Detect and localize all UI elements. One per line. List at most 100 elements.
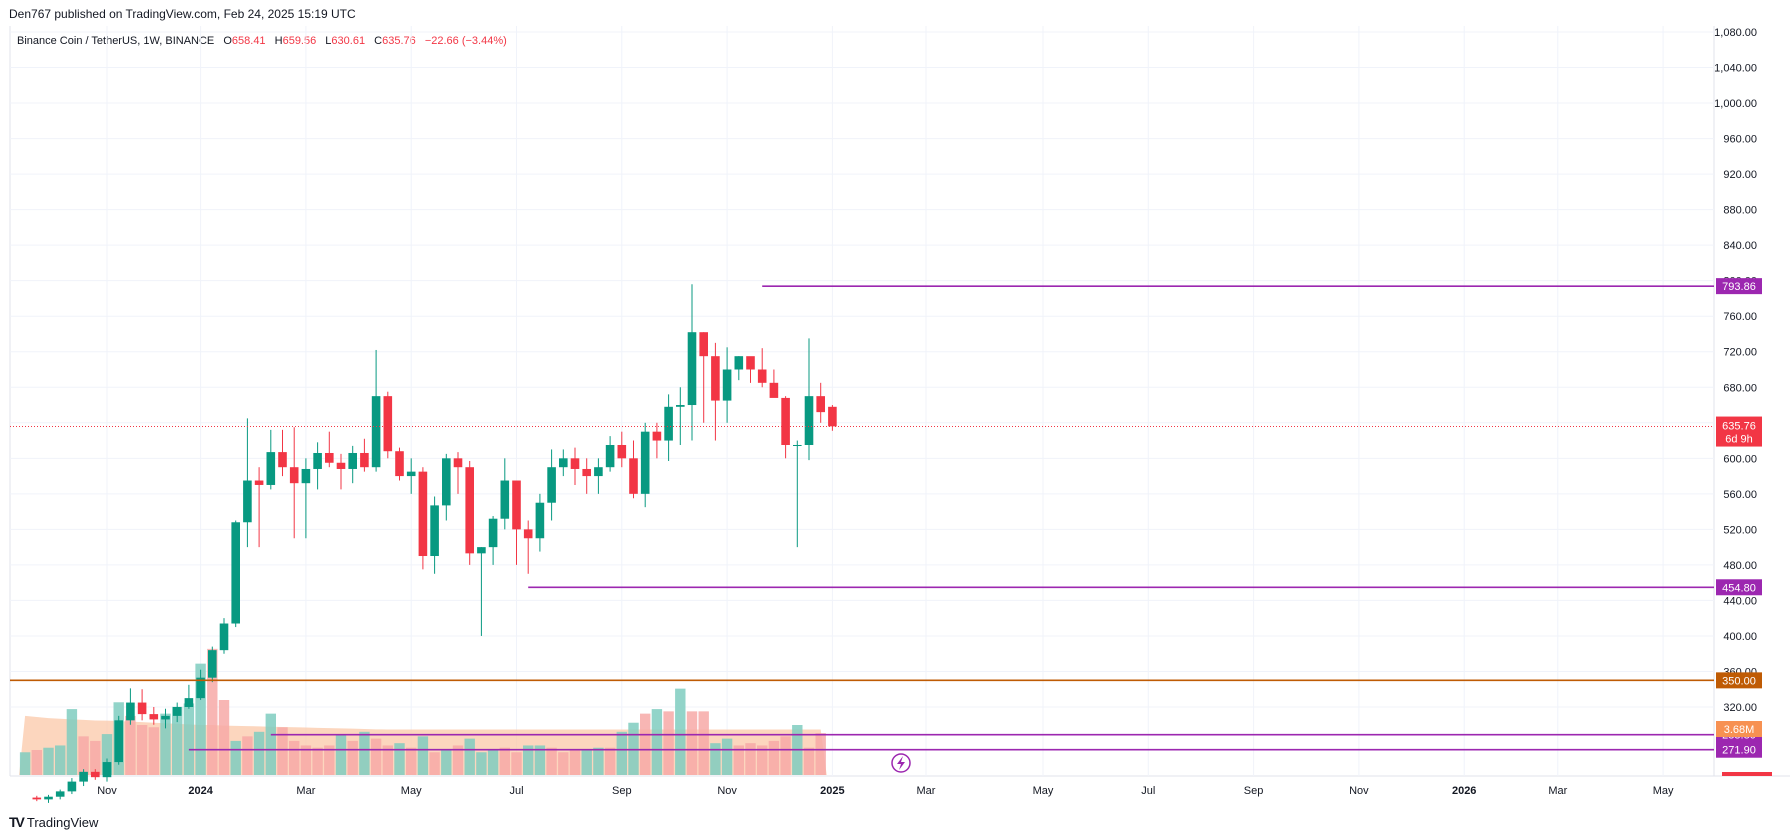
volume-bar [359, 731, 370, 775]
volume-bar [464, 738, 475, 775]
volume-bar [757, 745, 768, 775]
time-tick-label: Nov [97, 785, 117, 797]
volume-bar [651, 709, 663, 775]
symbol-label: Binance Coin / TetherUS, 1W, BINANCE [17, 35, 215, 47]
price-tick-label: 720.00 [1723, 347, 1757, 359]
candle-body [769, 382, 779, 398]
volume-bar [148, 727, 159, 775]
open-value: 658.41 [231, 35, 266, 47]
price-tick-label: 840.00 [1723, 240, 1757, 252]
price-tick-label: 400.00 [1723, 631, 1757, 643]
axis-badges: 793.86454.80350.00288.80271.903.68M635.7… [1716, 278, 1772, 776]
candle-body [793, 444, 802, 446]
time-tick-label: Sep [612, 785, 632, 797]
candle-body [67, 781, 77, 792]
support-271-badge-label: 271.90 [1722, 745, 1756, 757]
volume-bar [335, 734, 347, 775]
volume-bar [242, 736, 253, 775]
candle-body [594, 467, 603, 477]
candle-body [746, 356, 755, 370]
volume-bar [265, 713, 276, 775]
volume-bar [534, 745, 546, 775]
candle-body [687, 332, 697, 406]
flash-glyph [897, 756, 905, 770]
volume-bar [721, 738, 733, 775]
volume-bar [195, 663, 206, 775]
volume-bar [160, 713, 171, 775]
time-tick-label: May [1653, 785, 1674, 797]
volume-bar [101, 734, 113, 775]
price-tick-label: 560.00 [1723, 489, 1757, 501]
volume-bar [394, 743, 405, 775]
price-tick-label: 1,000.00 [1714, 98, 1757, 110]
volume-bar [581, 750, 592, 775]
candle-body [383, 396, 393, 452]
axis-bottom-marker [1722, 772, 1772, 776]
volume-bars [19, 648, 826, 775]
candle-body [161, 715, 170, 720]
price-tick-label: 960.00 [1723, 134, 1757, 146]
candle-body [757, 369, 767, 383]
candle-body [336, 462, 346, 469]
tradingview-footer[interactable]: TV TradingView [9, 814, 98, 830]
support-454-badge [1716, 579, 1762, 596]
time-tick-label: 2024 [188, 785, 213, 797]
candle-body [313, 452, 322, 469]
candle-body [453, 458, 463, 468]
volume-badge-label: 3.68M [1724, 724, 1755, 736]
low-label: L [325, 35, 332, 47]
candle-body [325, 452, 334, 463]
volume-bar [125, 715, 136, 775]
candle-body [208, 650, 217, 678]
volume-bar [324, 745, 335, 775]
price-axis: 1,080.00 1,040.00 1,000.00 960.00 920.00 880.… [1714, 27, 1757, 714]
candle-body [699, 332, 708, 357]
volume-bar [616, 731, 627, 775]
volume-bar [675, 688, 686, 775]
volume-bar [300, 745, 312, 775]
volume-bar [370, 738, 382, 775]
volume-bar [382, 745, 393, 775]
candle-body [418, 471, 428, 557]
volume-bar [78, 736, 89, 775]
volume-bar [487, 750, 499, 775]
price-tick-label: 880.00 [1723, 205, 1757, 217]
high-label: H [274, 35, 283, 47]
grid-lines [9, 26, 1790, 777]
candle-body [605, 444, 615, 468]
time-tick-label: May [401, 785, 422, 797]
candle-body [430, 505, 439, 557]
volume-bar [686, 711, 698, 775]
publisher-info: Den767 published on TradingView.com, Feb… [9, 7, 356, 21]
volume-bar [523, 745, 534, 775]
candle-body [172, 707, 182, 716]
candle-body [289, 467, 299, 484]
candle-body [301, 468, 311, 484]
resistance-793-badge-label: 793.86 [1722, 281, 1756, 293]
candle-body [559, 458, 568, 468]
resistance-793-badge [1716, 278, 1762, 295]
candle-body [114, 720, 123, 763]
volume-bar [593, 747, 604, 775]
candle-body [32, 797, 42, 800]
volume-bar [604, 747, 616, 775]
candle-body [512, 480, 521, 530]
support-350-badge [1716, 672, 1762, 689]
time-tick-label: Nov [1349, 785, 1369, 797]
volume-bar [429, 752, 440, 775]
candle-body [231, 522, 240, 624]
candle-body [640, 431, 650, 494]
volume-bar [417, 736, 429, 775]
price-tick-label: 760.00 [1723, 311, 1757, 323]
candle-body [442, 458, 451, 506]
candle-body [102, 762, 112, 778]
candle-body [137, 702, 147, 715]
time-tick-label: Jul [1141, 785, 1155, 797]
candle-body [219, 623, 229, 651]
candle-body [360, 452, 369, 468]
change-value: −22.66 (−3.44%) [424, 35, 507, 47]
candle-body [535, 502, 545, 539]
time-tick-label: Mar [917, 785, 936, 797]
price-tick-label: 920.00 [1723, 169, 1757, 181]
